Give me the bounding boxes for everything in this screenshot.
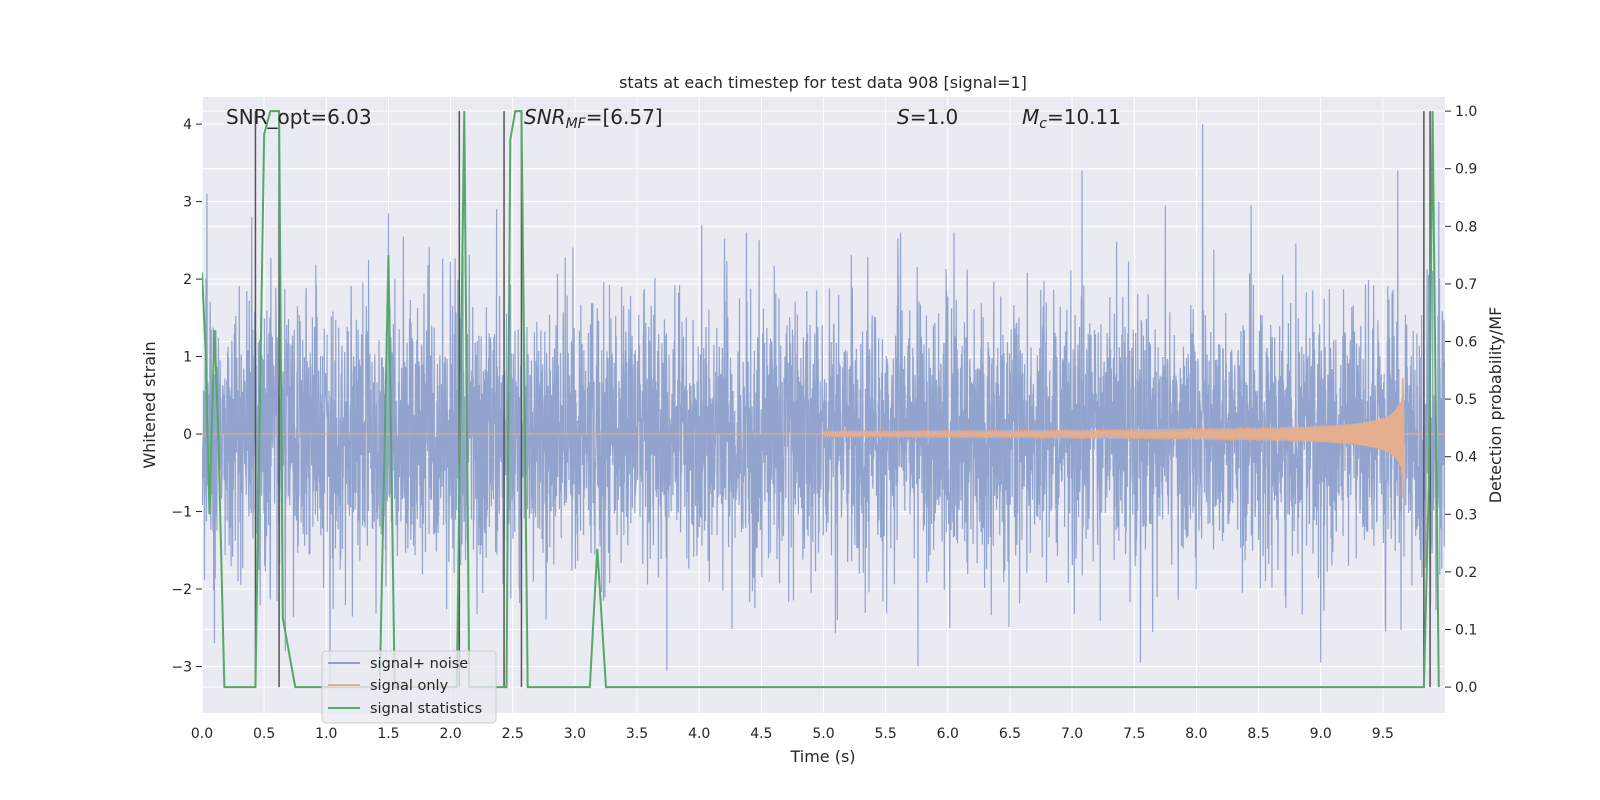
- annotation-mc-sub: c: [1039, 116, 1047, 132]
- y-tick-label-left: 3: [183, 195, 192, 211]
- x-tick-label: 5.0: [812, 726, 834, 742]
- y-tick-label-left: −2: [171, 582, 192, 598]
- annotation-snr-mf-value: =[6.57]: [586, 105, 663, 129]
- x-tick-label: 3.0: [564, 726, 586, 742]
- legend-box: [321, 650, 497, 724]
- x-tick-label: 8.0: [1185, 726, 1207, 742]
- annotation-snr-opt: SNR_opt=6.03: [226, 105, 372, 129]
- x-tick-label: 7.5: [1123, 726, 1145, 742]
- legend-label-signal-statistics: signal statistics: [370, 701, 482, 717]
- y-tick-label-right: 0.6: [1455, 334, 1477, 350]
- line-signal-only: [202, 389, 1445, 485]
- annotation-snr-mf: SNRMF=[6.57]: [524, 105, 663, 132]
- y-tick-label-right: 0.0: [1455, 680, 1477, 696]
- y-tick-label-right: 0.4: [1455, 450, 1477, 466]
- series-signal-only: [202, 378, 1445, 498]
- x-axis-label: Time (s): [789, 747, 855, 766]
- legend-label-signal-only: signal only: [370, 678, 449, 694]
- y-tick-label-right: 0.5: [1455, 392, 1477, 408]
- annotation-mc-value: =10.11: [1047, 105, 1121, 129]
- annotation-mc-label: M: [1022, 105, 1039, 129]
- x-tick-label: 0.0: [191, 726, 213, 742]
- x-tick-label: 1.0: [315, 726, 337, 742]
- legend: signal+ noise signal only signal statist…: [321, 650, 497, 724]
- y-tick-label-left: 1: [183, 350, 192, 366]
- x-tick-label: 4.5: [750, 726, 772, 742]
- y-tick-label-left: 4: [183, 117, 192, 133]
- x-tick-label: 8.5: [1247, 726, 1269, 742]
- y-axis-label-right: Detection probability/MF: [1486, 307, 1505, 504]
- grid: [201, 97, 1445, 713]
- annotation-s-label: S: [897, 105, 910, 129]
- x-tick-label: 2.5: [502, 726, 524, 742]
- x-tick-label: 9.5: [1372, 726, 1394, 742]
- chart-title: stats at each timestep for test data 908…: [619, 73, 1027, 92]
- x-tick-label: 1.5: [377, 726, 399, 742]
- y-tick-label-left: 2: [183, 272, 192, 288]
- x-tick-label: 6.5: [999, 726, 1021, 742]
- y-tick-label-right: 0.1: [1455, 622, 1477, 638]
- x-tick-label: 3.5: [626, 726, 648, 742]
- y-tick-labels-left: −3 −2 −1 0 1 2 3 4: [171, 117, 202, 676]
- legend-label-signal-plus-noise: signal+ noise: [370, 656, 468, 672]
- x-tick-label: 0.5: [253, 726, 275, 742]
- x-tick-label: 5.5: [875, 726, 897, 742]
- y-tick-label-right: 0.8: [1455, 219, 1477, 235]
- y-tick-label-right: 0.2: [1455, 565, 1477, 581]
- y-tick-label-left: −3: [171, 660, 192, 676]
- y-tick-label-left: 0: [183, 427, 192, 443]
- y-tick-label-right: 0.9: [1455, 162, 1477, 178]
- annotation-s: S=1.0: [897, 105, 958, 129]
- y-axis-label-left: Whitened strain: [140, 341, 159, 468]
- y-tick-label-right: 0.7: [1455, 277, 1477, 293]
- annotation-s-value: =1.0: [910, 105, 959, 129]
- x-tick-label: 4.0: [688, 726, 710, 742]
- x-tick-label: 6.0: [937, 726, 959, 742]
- x-tick-label: 7.0: [1061, 726, 1083, 742]
- annotation-snr-mf-label: SNR: [524, 105, 566, 129]
- y-tick-labels-right: 0.0 0.1 0.2 0.3 0.4 0.5 0.6 0.7 0.8 0.9 1.0: [1445, 104, 1477, 696]
- x-tick-label: 9.0: [1310, 726, 1332, 742]
- y-tick-label-right: 0.3: [1455, 507, 1477, 523]
- vertical-markers: [254, 110, 1431, 688]
- x-tick-labels: 0.0 0.5 1.0 1.5 2.0 2.5 3.0 3.5 4.0 4.5 5.0 5.5 6.0 6…: [191, 726, 1394, 742]
- series-signal-plus-noise: [202, 124, 1445, 683]
- annotation-snr-mf-sub: MF: [566, 116, 587, 132]
- line-signal-plus-noise: [202, 124, 1445, 683]
- annotation-mc: Mc=10.11: [1022, 105, 1121, 132]
- y-tick-label-left: −1: [171, 505, 192, 521]
- y-tick-label-right: 1.0: [1455, 104, 1477, 120]
- x-tick-label: 2.0: [439, 726, 461, 742]
